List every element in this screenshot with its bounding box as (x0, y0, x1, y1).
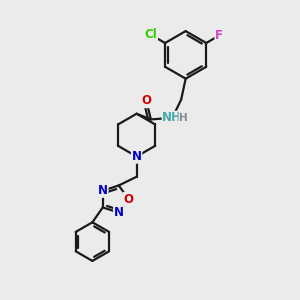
Text: Cl: Cl (145, 28, 157, 41)
Text: O: O (141, 94, 152, 107)
Text: N: N (98, 184, 108, 197)
Text: N: N (114, 206, 124, 219)
Text: N: N (132, 150, 142, 163)
Text: H: H (179, 113, 188, 123)
Text: NH: NH (162, 111, 182, 124)
Text: F: F (215, 29, 223, 42)
Text: O: O (124, 193, 134, 206)
